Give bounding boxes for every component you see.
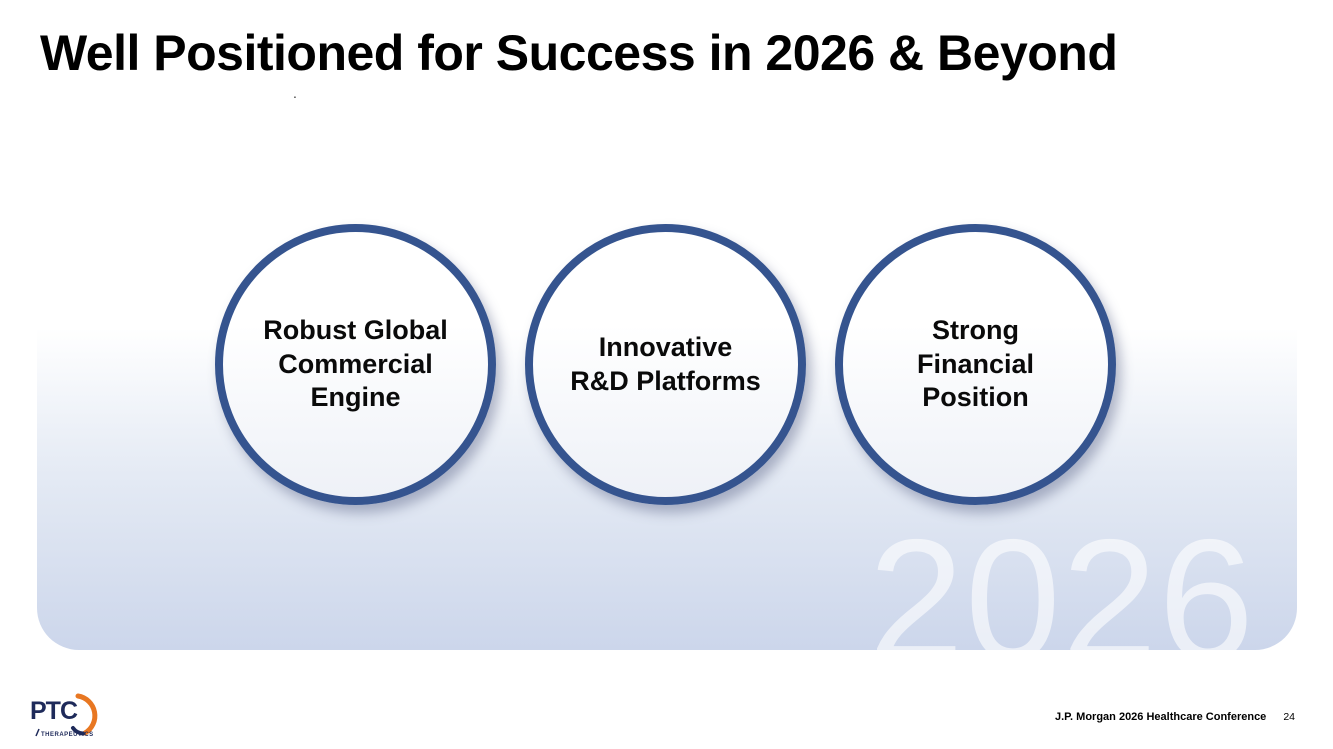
stray-period-mark: . <box>293 85 297 101</box>
circle-label: Robust Global Commercial Engine <box>263 315 448 413</box>
ptc-therapeutics-logo: PTC THERAPEUTICS <box>30 693 98 738</box>
footer-conference-title: J.P. Morgan 2026 Healthcare Conference <box>1054 711 1267 723</box>
circle-strong-financial-position: Strong Financial Position <box>835 224 1116 505</box>
circle-label: Strong Financial Position <box>916 315 1035 413</box>
circle-label: Innovative R&D Platforms <box>570 332 761 396</box>
footer-page-number: 24 <box>1283 711 1295 723</box>
ptc-swoosh-icon <box>75 693 98 736</box>
slide-footer: J.P. Morgan 2026 Healthcare Conference 2… <box>1055 711 1295 723</box>
logo-slash-icon <box>35 728 40 737</box>
watermark-year: 2026 <box>868 504 1255 650</box>
circle-innovative-rd-platforms: Innovative R&D Platforms <box>525 224 806 505</box>
ptc-swoosh-tail-icon <box>71 726 85 736</box>
logo-subtext: THERAPEUTICS <box>41 732 94 738</box>
circle-robust-global-commercial-engine: Robust Global Commercial Engine <box>215 224 496 505</box>
slide-title: Well Positioned for Success in 2026 & Be… <box>40 25 1118 81</box>
logo-brand-text: PTC <box>30 697 78 725</box>
